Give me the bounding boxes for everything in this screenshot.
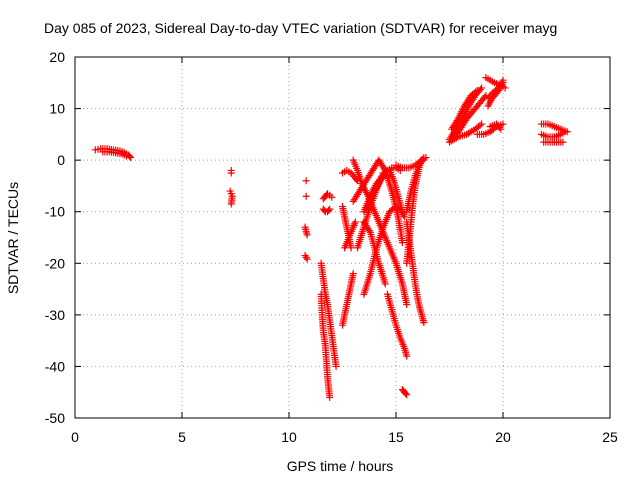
data-point [326, 393, 334, 401]
data-point [418, 156, 426, 164]
data-point [478, 84, 486, 92]
x-axis-label: GPS time / hours [287, 458, 394, 474]
data-point [493, 88, 501, 96]
data-point [122, 152, 130, 160]
chart-title: Day 085 of 2023, Sidereal Day-to-day VTE… [44, 20, 557, 36]
data-point [347, 244, 355, 252]
data-point [328, 193, 336, 201]
data-point [127, 154, 135, 162]
data-point [349, 270, 357, 278]
data-point [302, 177, 310, 185]
x-tick-label: 20 [495, 429, 511, 445]
data-point [386, 172, 394, 180]
y-tick-label: 20 [49, 49, 65, 65]
axis-ticks: 0 5 10 15 20 25 -50 -40 -30 -20 -10 0 10 20 [45, 49, 618, 445]
grid-lines [75, 57, 610, 418]
data-point [398, 239, 406, 247]
y-tick-label: 10 [49, 101, 65, 117]
y-tick-label: -50 [45, 410, 65, 426]
data-point [325, 206, 333, 214]
data-point [473, 87, 481, 95]
plot-frame [74, 56, 611, 419]
x-tick-label: 10 [281, 429, 297, 445]
data-point [349, 223, 357, 231]
x-tick-label: 0 [71, 429, 79, 445]
data-point [559, 138, 567, 146]
data-point [365, 227, 373, 235]
data-point [382, 168, 390, 176]
data-point [303, 255, 311, 263]
y-tick-label: -40 [45, 358, 65, 374]
data-point [381, 280, 389, 288]
data-point [351, 220, 359, 228]
data-points [91, 74, 571, 401]
data-point [227, 200, 235, 208]
y-tick-label: -20 [45, 255, 65, 271]
data-point [401, 213, 409, 221]
x-tick-label: 25 [602, 429, 618, 445]
data-point [499, 76, 507, 84]
data-point [481, 93, 489, 101]
data-point [416, 161, 424, 169]
data-point [453, 117, 461, 125]
data-point [302, 192, 310, 200]
data-point [476, 121, 484, 129]
data-point [420, 319, 428, 327]
data-point [478, 120, 486, 128]
data-point [326, 205, 334, 213]
x-tick-label: 5 [178, 429, 186, 445]
data-point [561, 128, 569, 136]
data-point [350, 221, 358, 229]
y-tick-label: -30 [45, 307, 65, 323]
x-tick-label: 15 [388, 429, 404, 445]
data-point [472, 88, 480, 96]
data-point [403, 391, 411, 399]
y-axis-label: SDTVAR / TECUs [5, 182, 21, 294]
data-point [495, 123, 503, 131]
data-point [499, 120, 507, 128]
data-point [417, 158, 425, 166]
data-point [227, 169, 235, 177]
data-point [402, 390, 410, 398]
data-point [476, 85, 484, 93]
data-point [351, 218, 359, 226]
data-point [416, 160, 424, 168]
data-point [403, 352, 411, 360]
data-point [332, 362, 340, 370]
data-point [497, 125, 505, 133]
y-tick-label: -10 [45, 204, 65, 220]
data-point [303, 231, 311, 239]
data-point [403, 301, 411, 309]
y-tick-label: 0 [57, 152, 65, 168]
data-point [302, 253, 310, 261]
